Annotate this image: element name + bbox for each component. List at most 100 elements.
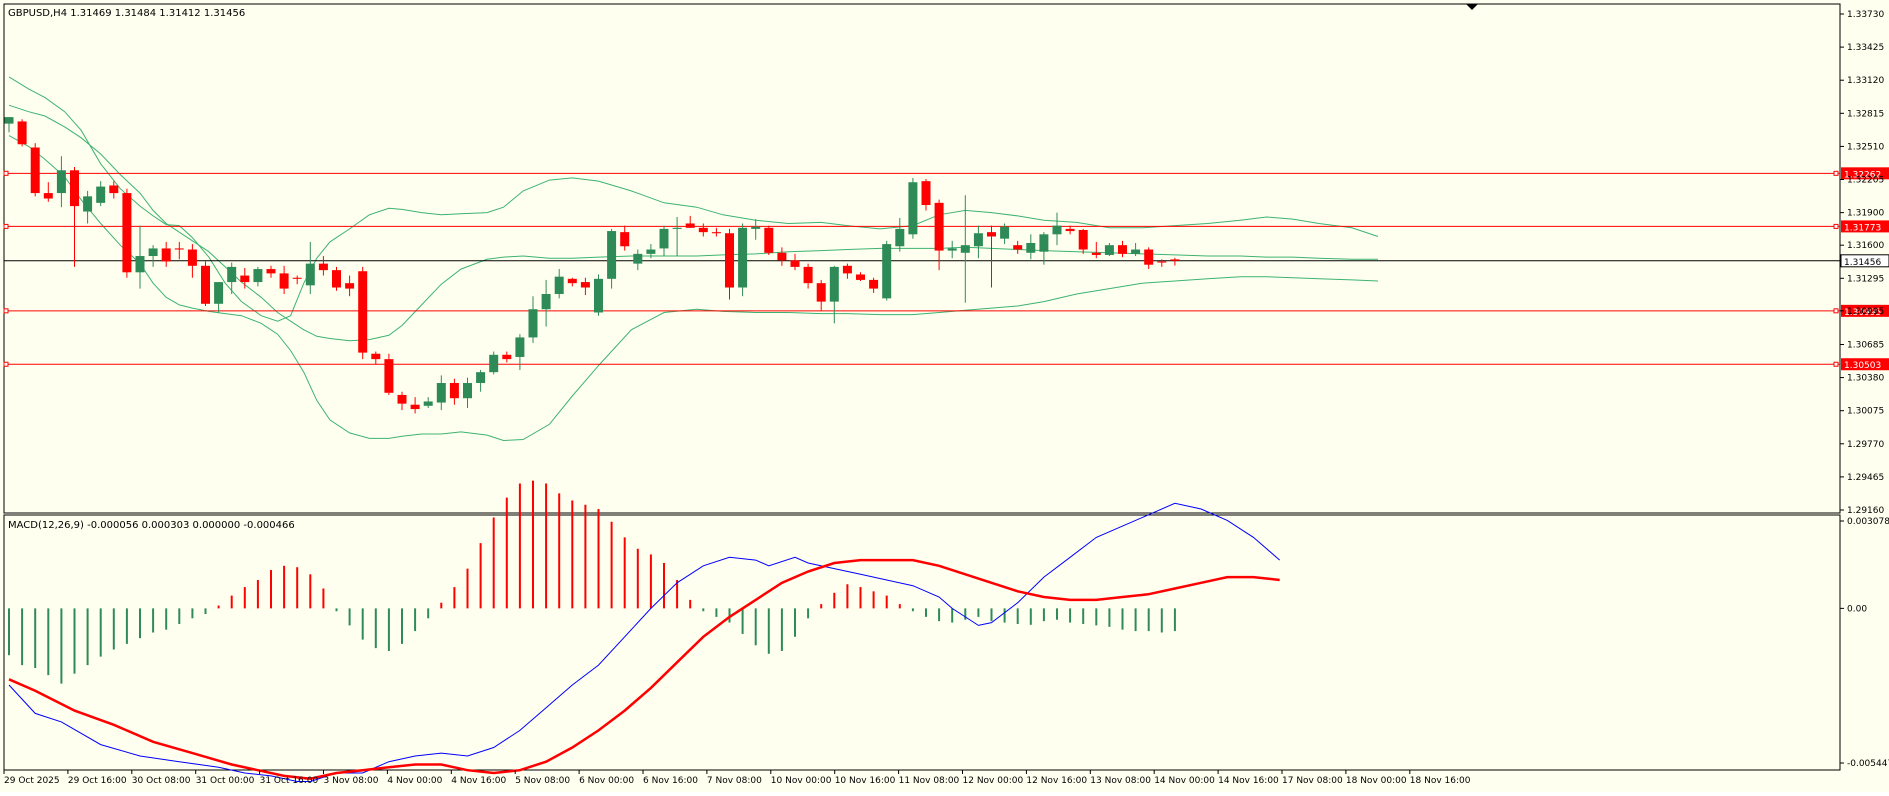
- candle-body: [292, 277, 302, 279]
- candle-body: [607, 231, 617, 279]
- level-price-tag: [1841, 167, 1889, 180]
- candle-body: [201, 265, 210, 304]
- candle-body: [895, 228, 905, 247]
- candle-body: [240, 275, 250, 283]
- candle-body: [528, 309, 538, 338]
- candle-body: [397, 394, 407, 404]
- candle-body: [1052, 225, 1062, 235]
- time-tick-label: 12 Nov 16:00: [1026, 776, 1087, 786]
- candle-body: [751, 226, 761, 229]
- price-pane[interactable]: [3, 3, 1841, 514]
- axes: 1.33730 1.33425 1.33120 1.32815 1.32510 1.322…: [3, 10, 1884, 786]
- time-tick-label: 10 Nov 16:00: [835, 776, 896, 786]
- level-handle: [3, 308, 9, 314]
- price-tick-label: 1.33425: [1847, 43, 1884, 53]
- candle-body: [698, 227, 708, 233]
- price-tick-label: 1.30075: [1847, 407, 1884, 417]
- candle-body: [1157, 261, 1167, 263]
- level-price-label: 1.30995: [1844, 308, 1881, 318]
- price-tick-label: 1.29465: [1847, 473, 1884, 483]
- candle-body: [423, 401, 433, 406]
- level-price-tag: [1841, 358, 1889, 371]
- level-price-label: 1.31773: [1844, 223, 1881, 233]
- level-handle: [1833, 170, 1839, 176]
- candle-body: [725, 233, 734, 288]
- candlesticks: [4, 117, 1180, 414]
- candle-body: [829, 266, 839, 302]
- candle-body: [1065, 228, 1075, 232]
- candle-body: [515, 337, 525, 357]
- candle-body: [253, 269, 263, 283]
- macd-tick-label: 0.003078: [1847, 517, 1889, 527]
- current-price-label: 1.31456: [1844, 258, 1881, 268]
- candle-body: [620, 232, 630, 247]
- candle-body: [1091, 252, 1101, 255]
- candle-body: [790, 260, 800, 267]
- macd-tick-label: -0.005447: [1847, 759, 1889, 769]
- candle-body: [803, 266, 813, 284]
- candle-body: [1170, 259, 1180, 261]
- level-handle: [3, 170, 9, 176]
- level-handle: [1833, 223, 1839, 229]
- time-tick-label: 6 Nov 16:00: [643, 776, 698, 786]
- candle-body: [449, 383, 459, 399]
- candle-body: [384, 359, 394, 393]
- candle-body: [109, 185, 119, 194]
- macd-signal-line: [8, 558, 1280, 780]
- candle-body: [633, 253, 643, 264]
- candle-body: [83, 196, 93, 212]
- candle-body: [436, 383, 446, 403]
- candle-body: [960, 245, 970, 253]
- candle-body: [580, 282, 590, 288]
- macd-line: [8, 502, 1281, 782]
- candle-body: [1039, 234, 1049, 252]
- price-tick-label: 1.33120: [1847, 76, 1884, 86]
- time-tick-label: 12 Nov 00:00: [963, 776, 1024, 786]
- time-tick-label: 6 Nov 00:00: [579, 776, 634, 786]
- macd-tick-label: 0.00: [1847, 604, 1867, 614]
- time-tick-label: 29 Oct 16:00: [68, 776, 127, 786]
- shift-marker-icon[interactable]: [1466, 4, 1478, 10]
- candle-body: [987, 232, 996, 237]
- time-tick-label: 31 Oct 16:00: [260, 776, 319, 786]
- macd-info: MACD(12,26,9) -0.000056 0.000303 0.00000…: [8, 520, 295, 531]
- candle-body: [43, 193, 53, 199]
- candle-body: [973, 233, 983, 247]
- price-tick-label: 1.30995: [1847, 307, 1884, 317]
- candle-body: [371, 353, 381, 360]
- candle-body: [947, 248, 957, 251]
- horizontal-levels[interactable]: 1.32262 1.31773 1.30995 1.30503 1.31456: [3, 167, 1889, 371]
- current-price-tag: [1840, 254, 1889, 268]
- level-handle: [1833, 361, 1839, 367]
- candle-body: [842, 265, 852, 274]
- price-tick-label: 1.30685: [1847, 340, 1884, 350]
- candle-body: [856, 274, 865, 280]
- candle-body: [489, 354, 499, 373]
- price-tick-label: 1.31900: [1847, 209, 1884, 219]
- candle-body: [502, 354, 512, 360]
- time-tick-label: 11 Nov 08:00: [899, 776, 960, 786]
- price-tick-label: 1.32510: [1847, 142, 1884, 152]
- candle-body: [908, 182, 918, 235]
- level-handle: [1833, 308, 1839, 314]
- bollinger-lower-line: [8, 135, 1379, 442]
- candle-body: [332, 270, 341, 288]
- level-price-tag: [1841, 304, 1889, 317]
- level-price-label: 1.32262: [1844, 170, 1881, 180]
- candle-body: [1013, 245, 1023, 250]
- candle-body: [1131, 249, 1141, 254]
- time-tick-label: 17 Nov 08:00: [1282, 776, 1343, 786]
- level-price-label: 1.30503: [1844, 361, 1881, 371]
- time-tick-label: 5 Nov 08:00: [515, 776, 570, 786]
- candle-body: [1026, 243, 1036, 253]
- time-tick-label: 4 Nov 00:00: [387, 776, 442, 786]
- time-tick-label: 10 Nov 00:00: [771, 776, 832, 786]
- price-tick-label: 1.33730: [1847, 10, 1884, 20]
- macd-pane[interactable]: [3, 514, 1841, 771]
- time-tick-label: 18 Nov 00:00: [1346, 776, 1407, 786]
- time-tick-label: 30 Oct 08:00: [132, 776, 191, 786]
- candle-body: [1000, 226, 1010, 239]
- candle-body: [4, 117, 14, 124]
